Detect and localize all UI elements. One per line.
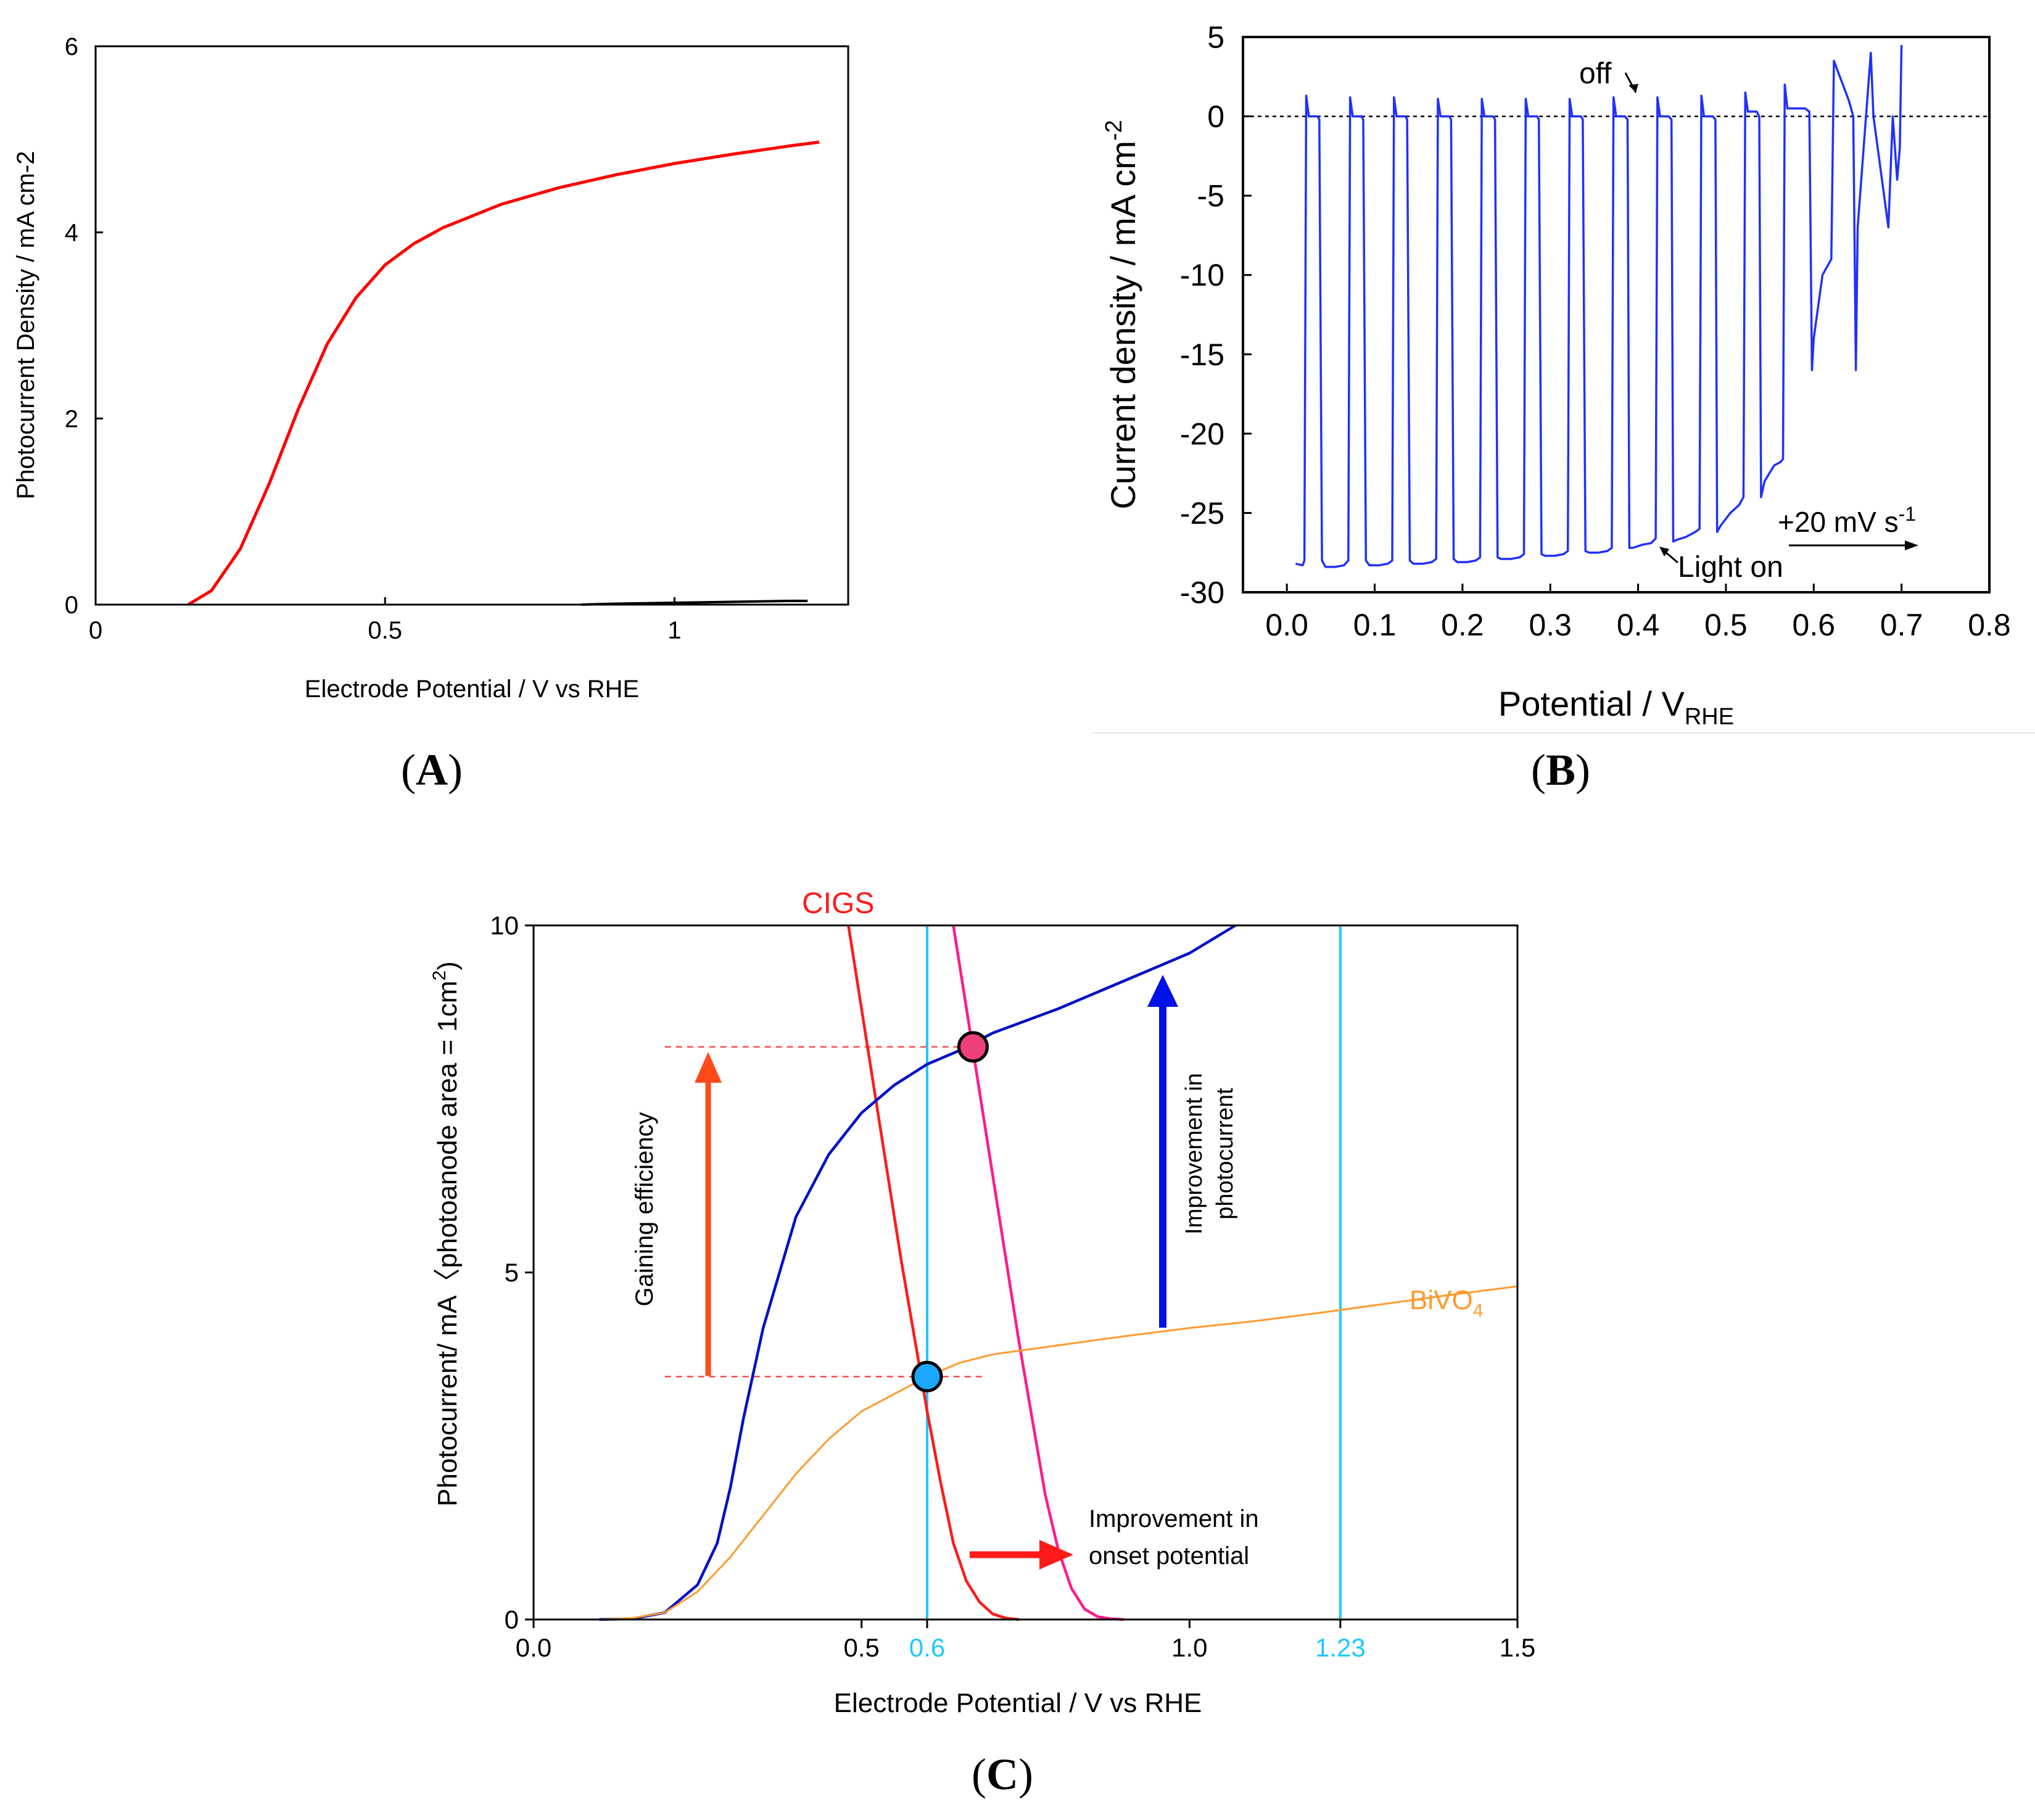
panel-b-ytick-label-5: -20 xyxy=(1180,416,1224,451)
panel-b-xtick-label-8: 0.8 xyxy=(1968,608,2011,642)
panel-b-xlabel-subscript: RHE xyxy=(1685,704,1734,730)
panel-b-ylabel-superscript: -2 xyxy=(1101,120,1127,141)
panel-a-xtick-label-1: 0.5 xyxy=(368,617,402,644)
panel-b-xtick-label-2: 0.2 xyxy=(1441,608,1484,642)
panel-b-xtick-label-0: 0.0 xyxy=(1265,608,1308,642)
panel-c-photocurrent-arrowhead xyxy=(1147,975,1178,1007)
panel-c-xlabel: Electrode Potential / V vs RHE xyxy=(834,1688,1202,1718)
panel-c-series-CIGS xyxy=(847,925,1020,1621)
panel-c-annotation-gaining-efficiency: Gaining efficiency xyxy=(631,1112,658,1307)
panel-a: 0 0.5 1 0 2 4 6 Electrode Potential / V vs RHE… xyxy=(12,33,849,795)
panel-a-ytick-label-2: 4 xyxy=(65,220,78,247)
panel-c-label-cigs: CIGS xyxy=(802,887,874,920)
panel-b-xlabel-text: Potential / V xyxy=(1498,684,1685,723)
panel-b-letter: B xyxy=(1546,745,1575,795)
panel-b-xtick-label-7: 0.7 xyxy=(1880,608,1923,642)
panel-b-ylabel-text: Current density / mA cm xyxy=(1104,141,1142,510)
panel-b-scan-rate-text: +20 mV s xyxy=(1778,506,1899,538)
panel-c-annotation-onset-line2: onset potential xyxy=(1089,1542,1249,1570)
panel-c-label-bivo4-text: BiVO xyxy=(1410,1285,1473,1315)
panel-c-annotation-onset-line1: Improvement in xyxy=(1089,1505,1259,1533)
panel-b-axes-frame xyxy=(1242,36,1991,594)
panel-b-scan-rate-arrowhead xyxy=(1905,540,1918,550)
panel-a-ytick-label-3: 6 xyxy=(65,33,78,60)
panel-c-xtick-label-1: 0.5 xyxy=(843,1633,879,1662)
panel-a-xlabel: Electrode Potential / V vs RHE xyxy=(305,676,639,703)
panel-c-series-BiVO4 xyxy=(534,1285,1518,1621)
panel-c-ytick-label-1: 5 xyxy=(505,1258,519,1287)
panel-b-annotation-off: off xyxy=(1579,57,1612,90)
panel-b-scan-rate-superscript: -1 xyxy=(1899,503,1916,525)
panel-a-letter: A xyxy=(416,745,448,795)
panel-c-xtick-label-5: 1.5 xyxy=(1500,1633,1535,1662)
panel-c-ytick-label-2: 10 xyxy=(490,911,519,940)
panel-b-ytick-label-4: -15 xyxy=(1180,337,1224,372)
panel-b-arrowhead-off xyxy=(1628,84,1638,93)
panel-b-ytick-label-1: 0 xyxy=(1207,99,1224,134)
panel-b-annotation-scan-rate: +20 mV s-1 xyxy=(1778,503,1916,538)
panel-a-series-photocurrent xyxy=(187,140,820,606)
panel-c-annotation-photocurrent-line2: photocurrent xyxy=(1212,1088,1238,1220)
panel-c-onset-arrowhead xyxy=(1039,1540,1073,1570)
panel-c-xtick-label-4: 1.23 xyxy=(1315,1633,1366,1662)
panel-c-gain-arrowhead xyxy=(695,1052,722,1083)
panel-c-ylabel-superscript: 2 xyxy=(429,970,450,981)
panel-b-label: (B) xyxy=(1531,745,1590,795)
panel-b-series-chopped-light xyxy=(1295,44,1903,568)
panel-c-label: (C) xyxy=(972,1750,1033,1799)
panel-b-xlabel: Potential / VRHE xyxy=(1498,684,1734,730)
panel-b-annotation-light-on: Light on xyxy=(1678,551,1783,584)
panel-c-label-bivo4: BiVO4 xyxy=(1410,1285,1483,1321)
panel-b-xtick-label-3: 0.3 xyxy=(1529,608,1572,642)
panel-a-ylabel: Photocurrent Density / mA cm-2 xyxy=(12,151,39,500)
panel-c-letter: C xyxy=(986,1750,1018,1799)
panel-a-ytick-label-1: 2 xyxy=(65,405,78,432)
panel-b: 0.0 0.1 0.2 0.3 0.4 0.5 0.6 0.7 0.8 5 0 -5 -10 -15 -20… xyxy=(1092,20,2035,795)
panel-c: 0.0 0.5 0.6 1.0 1.23 1.5 0 5 10 Electrode Potent… xyxy=(429,887,1535,1799)
panel-b-ytick-label-3: -10 xyxy=(1180,258,1224,292)
panel-b-ytick-label-6: -25 xyxy=(1180,496,1224,531)
panel-a-xtick-label-0: 0 xyxy=(89,617,102,644)
panel-c-xtick-label-0: 0.0 xyxy=(516,1633,551,1662)
panel-c-ytick-label-0: 0 xyxy=(505,1605,519,1634)
panel-b-xtick-label-6: 0.6 xyxy=(1793,608,1836,642)
panel-b-ylabel: Current density / mA cm-2 xyxy=(1101,120,1142,509)
panel-c-ylabel: Photocurrent/ mA〈photoanode area = 1cm2) xyxy=(429,961,463,1507)
panel-b-arrowhead-light-on xyxy=(1659,547,1669,556)
panel-c-ylabel-tail: ) xyxy=(432,961,463,970)
panel-c-annotation-photocurrent-line1: Improvement in xyxy=(1181,1073,1207,1235)
panel-c-xtick-label-3: 1.0 xyxy=(1171,1633,1207,1662)
panel-a-label: (A) xyxy=(401,745,463,795)
panel-b-ytick-label-7: -30 xyxy=(1180,576,1224,610)
panel-c-xtick-label-2: 0.6 xyxy=(909,1633,945,1662)
panel-b-ytick-label-2: -5 xyxy=(1197,179,1224,213)
panel-b-ytick-label-0: 5 xyxy=(1207,20,1224,55)
panel-c-point-improved-operating-point xyxy=(957,1031,989,1063)
panel-c-label-bivo4-subscript: 4 xyxy=(1473,1301,1484,1321)
panel-a-axes-frame xyxy=(94,45,849,606)
panel-a-xtick-label-2: 1 xyxy=(667,617,681,644)
panel-b-xtick-label-1: 0.1 xyxy=(1353,608,1397,642)
panel-b-xtick-label-4: 0.4 xyxy=(1617,608,1660,642)
panel-b-xtick-label-5: 0.5 xyxy=(1704,608,1748,642)
panel-c-ylabel-text: Photocurrent/ mA〈photoanode area = 1cm xyxy=(432,980,463,1506)
panel-c-point-initial-operating-point xyxy=(911,1360,943,1392)
panel-c-series-improved-photoanode xyxy=(599,924,1236,1621)
panel-a-ytick-label-0: 0 xyxy=(65,592,78,619)
